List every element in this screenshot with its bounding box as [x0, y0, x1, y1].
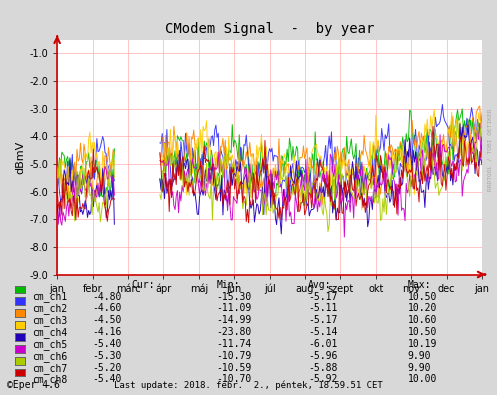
Text: Last update: 2018. febr.  2., péntek, 18.59.51 CET: Last update: 2018. febr. 2., péntek, 18.…: [114, 381, 383, 390]
Text: Cur:: Cur:: [132, 280, 155, 290]
Text: Min:: Min:: [216, 280, 240, 290]
Text: -10.70: -10.70: [216, 374, 251, 384]
Y-axis label: dBmV: dBmV: [15, 140, 25, 174]
Text: -6.01: -6.01: [308, 339, 337, 349]
Text: -15.30: -15.30: [216, 292, 251, 301]
Text: cm_ch8: cm_ch8: [32, 374, 68, 386]
Text: 10.00: 10.00: [408, 374, 437, 384]
Text: -5.40: -5.40: [92, 339, 122, 349]
Text: -4.80: -4.80: [92, 292, 122, 301]
Text: cm_ch4: cm_ch4: [32, 327, 68, 338]
Text: 10.60: 10.60: [408, 315, 437, 325]
Text: -14.99: -14.99: [216, 315, 251, 325]
Title: CModem Signal  -  by year: CModem Signal - by year: [165, 22, 374, 36]
Text: -5.96: -5.96: [308, 351, 337, 361]
Text: ©Eper 4.6: ©Eper 4.6: [7, 380, 60, 390]
Text: 10.19: 10.19: [408, 339, 437, 349]
Text: 10.50: 10.50: [408, 327, 437, 337]
Text: -5.17: -5.17: [308, 292, 337, 301]
Text: cm_ch7: cm_ch7: [32, 363, 68, 374]
Text: -5.20: -5.20: [92, 363, 122, 372]
Text: cm_ch5: cm_ch5: [32, 339, 68, 350]
Text: cm_ch3: cm_ch3: [32, 315, 68, 326]
Text: 9.90: 9.90: [408, 363, 431, 372]
Text: cm_ch6: cm_ch6: [32, 351, 68, 362]
Text: -23.80: -23.80: [216, 327, 251, 337]
Text: 9.90: 9.90: [408, 351, 431, 361]
Text: 10.50: 10.50: [408, 292, 437, 301]
Text: RRDTOOL / TOBI OETIKER: RRDTOOL / TOBI OETIKER: [487, 109, 492, 191]
Text: -5.14: -5.14: [308, 327, 337, 337]
Text: -5.92: -5.92: [308, 374, 337, 384]
Text: Max:: Max:: [408, 280, 431, 290]
Text: 10.20: 10.20: [408, 303, 437, 313]
Text: -4.60: -4.60: [92, 303, 122, 313]
Text: -11.09: -11.09: [216, 303, 251, 313]
Text: -5.30: -5.30: [92, 351, 122, 361]
Text: -10.59: -10.59: [216, 363, 251, 372]
Text: -11.74: -11.74: [216, 339, 251, 349]
Text: Avg:: Avg:: [308, 280, 331, 290]
Text: -5.88: -5.88: [308, 363, 337, 372]
Text: -5.40: -5.40: [92, 374, 122, 384]
Text: -10.79: -10.79: [216, 351, 251, 361]
Text: -5.17: -5.17: [308, 315, 337, 325]
Text: -4.16: -4.16: [92, 327, 122, 337]
Text: -5.11: -5.11: [308, 303, 337, 313]
Text: -4.50: -4.50: [92, 315, 122, 325]
Text: cm_ch1: cm_ch1: [32, 292, 68, 303]
Text: cm_ch2: cm_ch2: [32, 303, 68, 314]
